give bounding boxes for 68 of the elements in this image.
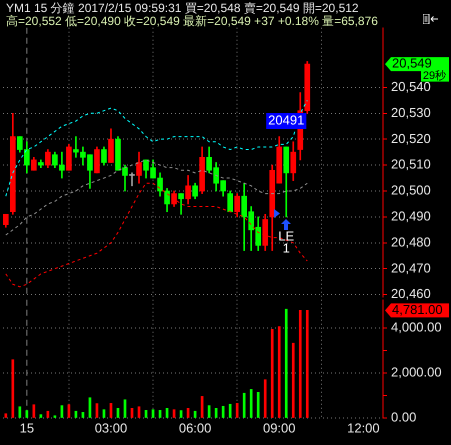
bar [194,410,196,418]
bar [68,404,70,418]
bar [250,389,253,418]
text: 20,549 [392,56,432,71]
line-series [5,100,308,197]
bar [256,392,260,418]
bar [124,399,126,418]
x-tick-label: 09:00 [262,420,296,436]
bar [172,409,176,418]
bar [138,406,140,418]
x-tick-label: 03:00 [94,420,128,436]
y-tick-label: 2,000.00 [391,364,442,380]
bar [74,410,78,418]
y-tick-label: 20,470 [391,260,431,276]
bar [60,405,64,418]
bar [166,408,168,418]
candlestick [129,172,135,186]
y-tick-label: 20,500 [391,182,431,198]
bar [11,359,14,418]
bar [222,406,224,418]
bar [130,408,134,418]
y-tick-label: 20,520 [391,130,431,146]
bar [278,326,281,418]
bar [200,396,204,418]
y-tick-label: 20,490 [391,208,431,224]
bar [264,379,267,418]
bar [88,397,92,418]
annotation: 20491 [268,112,304,128]
bar [116,408,120,418]
bar [152,409,154,418]
text: 29秒 [422,70,446,82]
bar [4,413,8,418]
y-tick-label: 20,510 [391,156,431,172]
bar [82,412,84,418]
x-tick-label: 15 [20,420,34,436]
y-tick-label: 20,460 [391,286,431,302]
bar [306,310,309,418]
bar [208,405,210,418]
bar [26,410,28,418]
bar [158,410,162,418]
bar [284,308,288,418]
bar [40,414,42,418]
text: 4,781.00 [392,302,443,317]
chart-subtitle: 高=20,552 低=20,490 收=20,549 最新=20,549 +37 +0.18% 量=65,876 [6,14,379,28]
bar [110,403,112,418]
bar [214,408,218,418]
bar [96,403,98,418]
bar [292,342,295,418]
bar [236,403,238,418]
y-tick-label: 0.00 [391,410,416,425]
bar [228,404,232,418]
x-tick-label: 06:00 [178,420,212,436]
chart-title: YM1 15 分鐘 2017/2/15 09:59:31 買=20,548 賣=20,549 開=20,512 [6,1,360,15]
bar [32,404,36,418]
bar [186,408,190,418]
bar [102,409,106,418]
bar [54,415,56,418]
y-tick-label: 20,480 [391,234,431,250]
bar [144,410,148,418]
bar [270,328,274,418]
y-tick-label: 4,000.00 [391,320,442,335]
bar [180,410,182,418]
y-tick-label: 20,530 [391,104,431,120]
bar [46,410,50,418]
x-tick-label: 12:00 [347,420,380,436]
bar [298,310,302,418]
bar [242,392,246,418]
bar [18,406,22,418]
